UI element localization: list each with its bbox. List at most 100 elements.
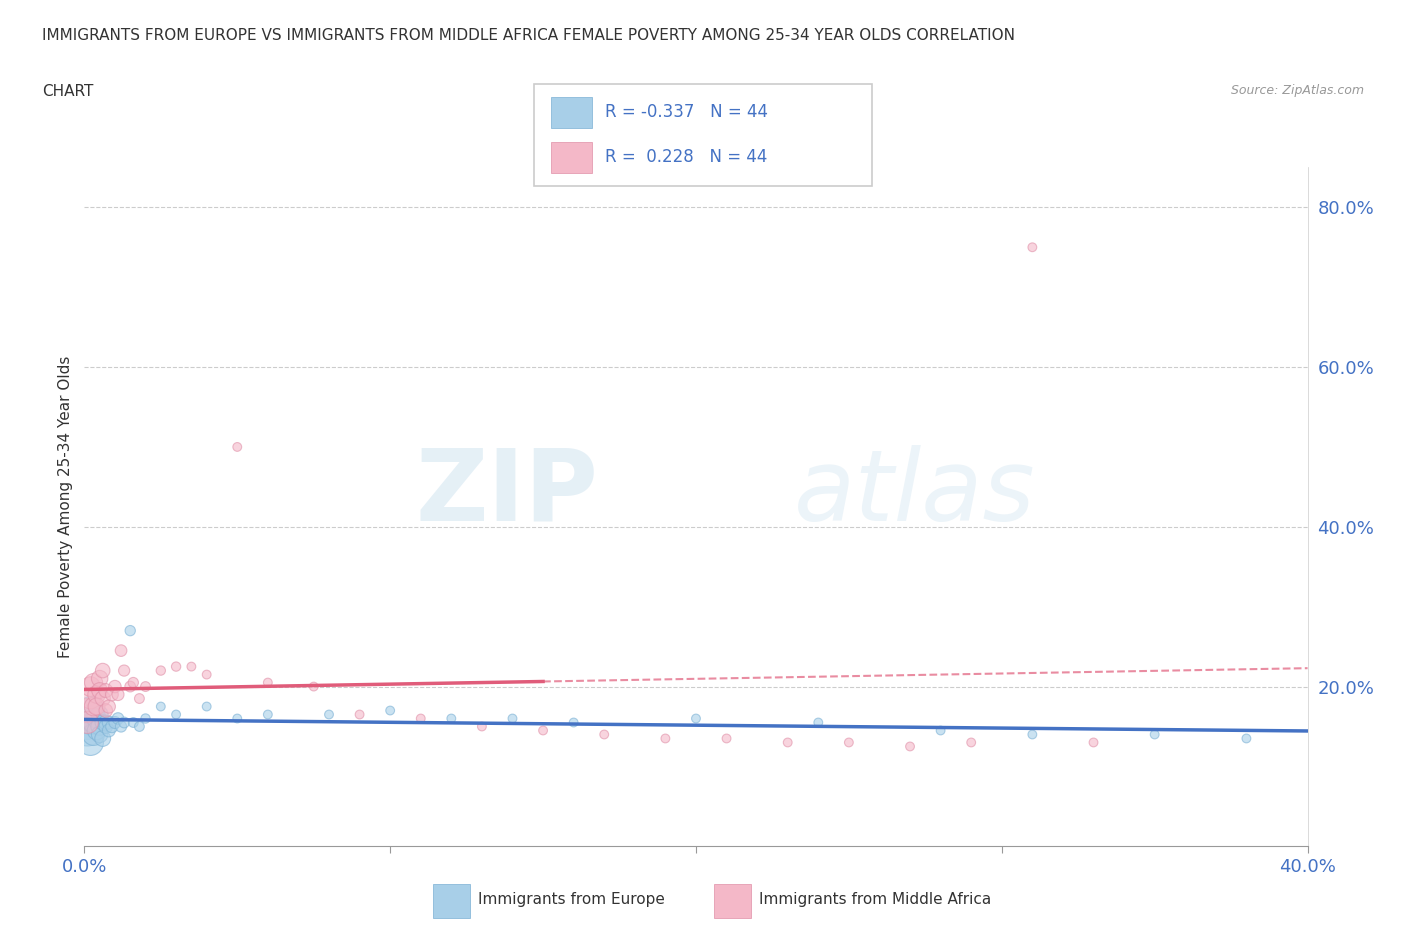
Point — [107, 687, 129, 702]
Point — [91, 715, 114, 730]
Point — [149, 663, 172, 678]
Point — [101, 687, 124, 702]
Point — [195, 667, 218, 682]
Point — [79, 735, 101, 750]
Point — [107, 711, 129, 726]
Point — [135, 711, 157, 726]
Text: R =  0.228   N = 44: R = 0.228 N = 44 — [605, 149, 768, 166]
Point — [898, 739, 921, 754]
Point — [86, 723, 108, 737]
Bar — [714, 884, 751, 918]
Text: Source: ZipAtlas.com: Source: ZipAtlas.com — [1230, 84, 1364, 97]
Point — [929, 723, 952, 737]
Point — [97, 715, 120, 730]
Point — [471, 719, 494, 734]
Y-axis label: Female Poverty Among 25-34 Year Olds: Female Poverty Among 25-34 Year Olds — [58, 355, 73, 658]
Point — [531, 723, 554, 737]
Text: CHART: CHART — [42, 84, 94, 99]
Point — [112, 663, 135, 678]
Point — [86, 711, 108, 726]
Point — [86, 687, 108, 702]
Point — [76, 703, 98, 718]
Point — [83, 715, 105, 730]
Point — [89, 707, 111, 722]
Point — [562, 715, 585, 730]
Point — [89, 684, 111, 698]
Point — [89, 719, 111, 734]
Point — [226, 440, 249, 455]
Point — [318, 707, 340, 722]
Point — [122, 675, 145, 690]
Point — [135, 679, 157, 694]
Point — [807, 715, 830, 730]
Point — [89, 671, 111, 686]
Point — [349, 707, 371, 722]
Point — [79, 691, 101, 706]
Point — [83, 699, 105, 714]
Point — [79, 715, 101, 730]
Point — [91, 691, 114, 706]
Point — [1234, 731, 1257, 746]
Point — [79, 679, 101, 694]
Point — [302, 679, 325, 694]
Point — [94, 715, 117, 730]
Point — [86, 699, 108, 714]
Point — [110, 719, 132, 734]
Point — [128, 719, 150, 734]
Point — [180, 659, 202, 674]
Point — [76, 723, 98, 737]
Point — [83, 727, 105, 742]
Point — [122, 715, 145, 730]
Point — [97, 699, 120, 714]
Bar — [433, 884, 470, 918]
Point — [79, 703, 101, 718]
Text: atlas: atlas — [794, 445, 1035, 542]
Text: ZIP: ZIP — [415, 445, 598, 542]
Point — [120, 623, 142, 638]
Point — [226, 711, 249, 726]
FancyBboxPatch shape — [534, 84, 872, 186]
Point — [838, 735, 860, 750]
Point — [960, 735, 983, 750]
Point — [502, 711, 524, 726]
Point — [91, 731, 114, 746]
Point — [83, 715, 105, 730]
Point — [165, 659, 187, 674]
Point — [101, 719, 124, 734]
Point — [91, 663, 114, 678]
Point — [165, 707, 187, 722]
Point — [128, 691, 150, 706]
Point — [94, 719, 117, 734]
Point — [97, 723, 120, 737]
Point — [104, 679, 127, 694]
Point — [593, 727, 616, 742]
Text: Immigrants from Middle Africa: Immigrants from Middle Africa — [759, 892, 991, 908]
Text: Immigrants from Europe: Immigrants from Europe — [478, 892, 665, 908]
Point — [257, 675, 280, 690]
Text: IMMIGRANTS FROM EUROPE VS IMMIGRANTS FROM MIDDLE AFRICA FEMALE POVERTY AMONG 25-: IMMIGRANTS FROM EUROPE VS IMMIGRANTS FRO… — [42, 28, 1015, 43]
Point — [1021, 727, 1043, 742]
Point — [83, 675, 105, 690]
Point — [195, 699, 218, 714]
Point — [440, 711, 463, 726]
Point — [685, 711, 707, 726]
Point — [654, 731, 676, 746]
Point — [716, 731, 738, 746]
Point — [1143, 727, 1166, 742]
Point — [104, 715, 127, 730]
Point — [110, 644, 132, 658]
Text: R = -0.337   N = 44: R = -0.337 N = 44 — [605, 103, 768, 121]
Point — [94, 684, 117, 698]
Point — [1021, 240, 1043, 255]
Point — [776, 735, 799, 750]
Point — [380, 703, 402, 718]
Point — [94, 703, 117, 718]
Point — [76, 715, 98, 730]
Point — [1083, 735, 1105, 750]
Point — [257, 707, 280, 722]
Point — [120, 679, 142, 694]
Bar — [551, 97, 592, 127]
Point — [76, 715, 98, 730]
Point — [409, 711, 432, 726]
Point — [89, 727, 111, 742]
